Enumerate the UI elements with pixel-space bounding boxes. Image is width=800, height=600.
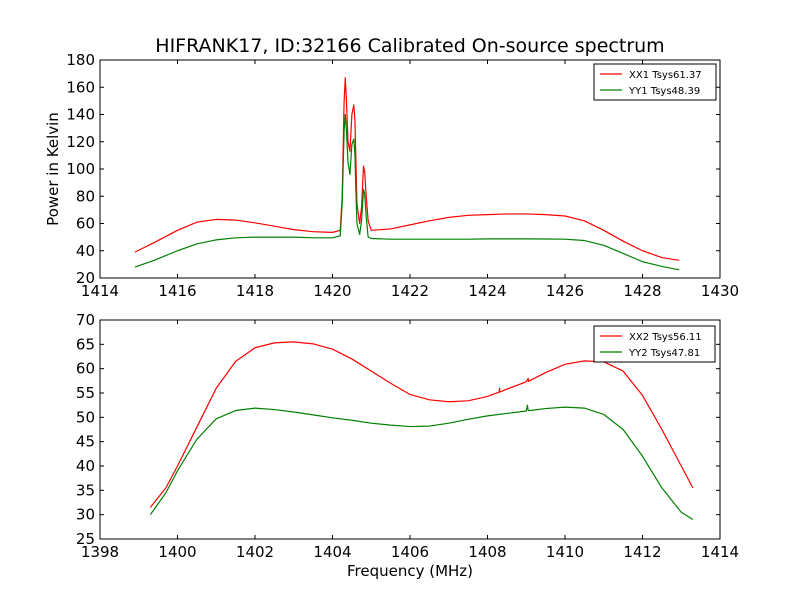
legend-1: XX1 Tsys61.37 YY1 Tsys48.39 bbox=[593, 63, 717, 101]
y-tick-label: 100 bbox=[66, 160, 95, 178]
y-tick-label: 25 bbox=[76, 530, 95, 548]
x-tick-label: 1406 bbox=[391, 543, 429, 561]
series-line-1-2 bbox=[134, 113, 680, 271]
y-tick-label: 65 bbox=[76, 335, 95, 353]
y-tick-label: 160 bbox=[66, 78, 95, 96]
x-tick-label: 1422 bbox=[391, 282, 429, 300]
x-tick-label: 1400 bbox=[158, 543, 196, 561]
y-tick-label: 20 bbox=[76, 269, 95, 287]
x-tick-label: 1430 bbox=[701, 282, 739, 300]
plot-panel-2: 1398 1400 1402 1404 1406 1408 1410 1412 1414 25 30… bbox=[76, 311, 739, 580]
y-tick-label: 40 bbox=[76, 242, 95, 260]
series-line-1-1 bbox=[134, 77, 680, 261]
series-line-2-1 bbox=[149, 341, 694, 508]
y-tick-label: 180 bbox=[66, 51, 95, 69]
y-tick-label: 50 bbox=[76, 408, 95, 426]
y-tick-label: 140 bbox=[66, 106, 95, 124]
y-tick-label: 40 bbox=[76, 457, 95, 475]
x-tick-label: 1404 bbox=[313, 543, 351, 561]
legend-label: YY1 Tsys48.39 bbox=[628, 86, 700, 97]
y-tick-label: 80 bbox=[76, 187, 95, 205]
y-tick-label: 55 bbox=[76, 384, 95, 402]
y-tick-label: 45 bbox=[76, 433, 95, 451]
x-tick-label: 1408 bbox=[468, 543, 506, 561]
x-tick-label: 1428 bbox=[623, 282, 661, 300]
legend-label: YY2 Tsys47.81 bbox=[628, 348, 700, 359]
legend-box bbox=[593, 63, 717, 101]
x-tick-label: 1414 bbox=[701, 543, 739, 561]
x-tick-label: 1416 bbox=[158, 282, 196, 300]
plot-panel-1: 1414 1416 1418 1420 1422 1424 1426 1428 1430 20 40… bbox=[44, 35, 739, 300]
legend-label: XX1 Tsys61.37 bbox=[629, 70, 702, 81]
x-tick-label: 1420 bbox=[313, 282, 351, 300]
x-tick-label: 1402 bbox=[236, 543, 274, 561]
legend-box bbox=[593, 325, 716, 363]
x-tick-label: 1414 bbox=[81, 282, 119, 300]
y-tick-label: 60 bbox=[76, 360, 95, 378]
chart-title: HIFRANK17, ID:32166 Calibrated On-source… bbox=[155, 35, 664, 57]
x-tick-label: 1412 bbox=[623, 543, 661, 561]
legend-2: XX2 Tsys56.11 YY2 Tsys47.81 bbox=[593, 325, 716, 363]
y-tick-label: 35 bbox=[76, 481, 95, 499]
x-tick-label: 1418 bbox=[236, 282, 274, 300]
y-tick-label: 60 bbox=[76, 215, 95, 233]
series-line-2-2 bbox=[149, 404, 694, 521]
x-axis-label: Frequency (MHz) bbox=[347, 562, 473, 580]
x-tick-label: 1424 bbox=[468, 282, 506, 300]
y-axis-label: Power in Kelvin bbox=[44, 112, 62, 226]
y-tick-label: 70 bbox=[76, 311, 95, 329]
legend-label: XX2 Tsys56.11 bbox=[629, 332, 702, 343]
y-tick-label: 120 bbox=[66, 133, 95, 151]
x-tick-label: 1426 bbox=[546, 282, 584, 300]
x-tick-label: 1398 bbox=[81, 543, 119, 561]
x-tick-label: 1410 bbox=[546, 543, 584, 561]
y-tick-label: 30 bbox=[76, 506, 95, 524]
